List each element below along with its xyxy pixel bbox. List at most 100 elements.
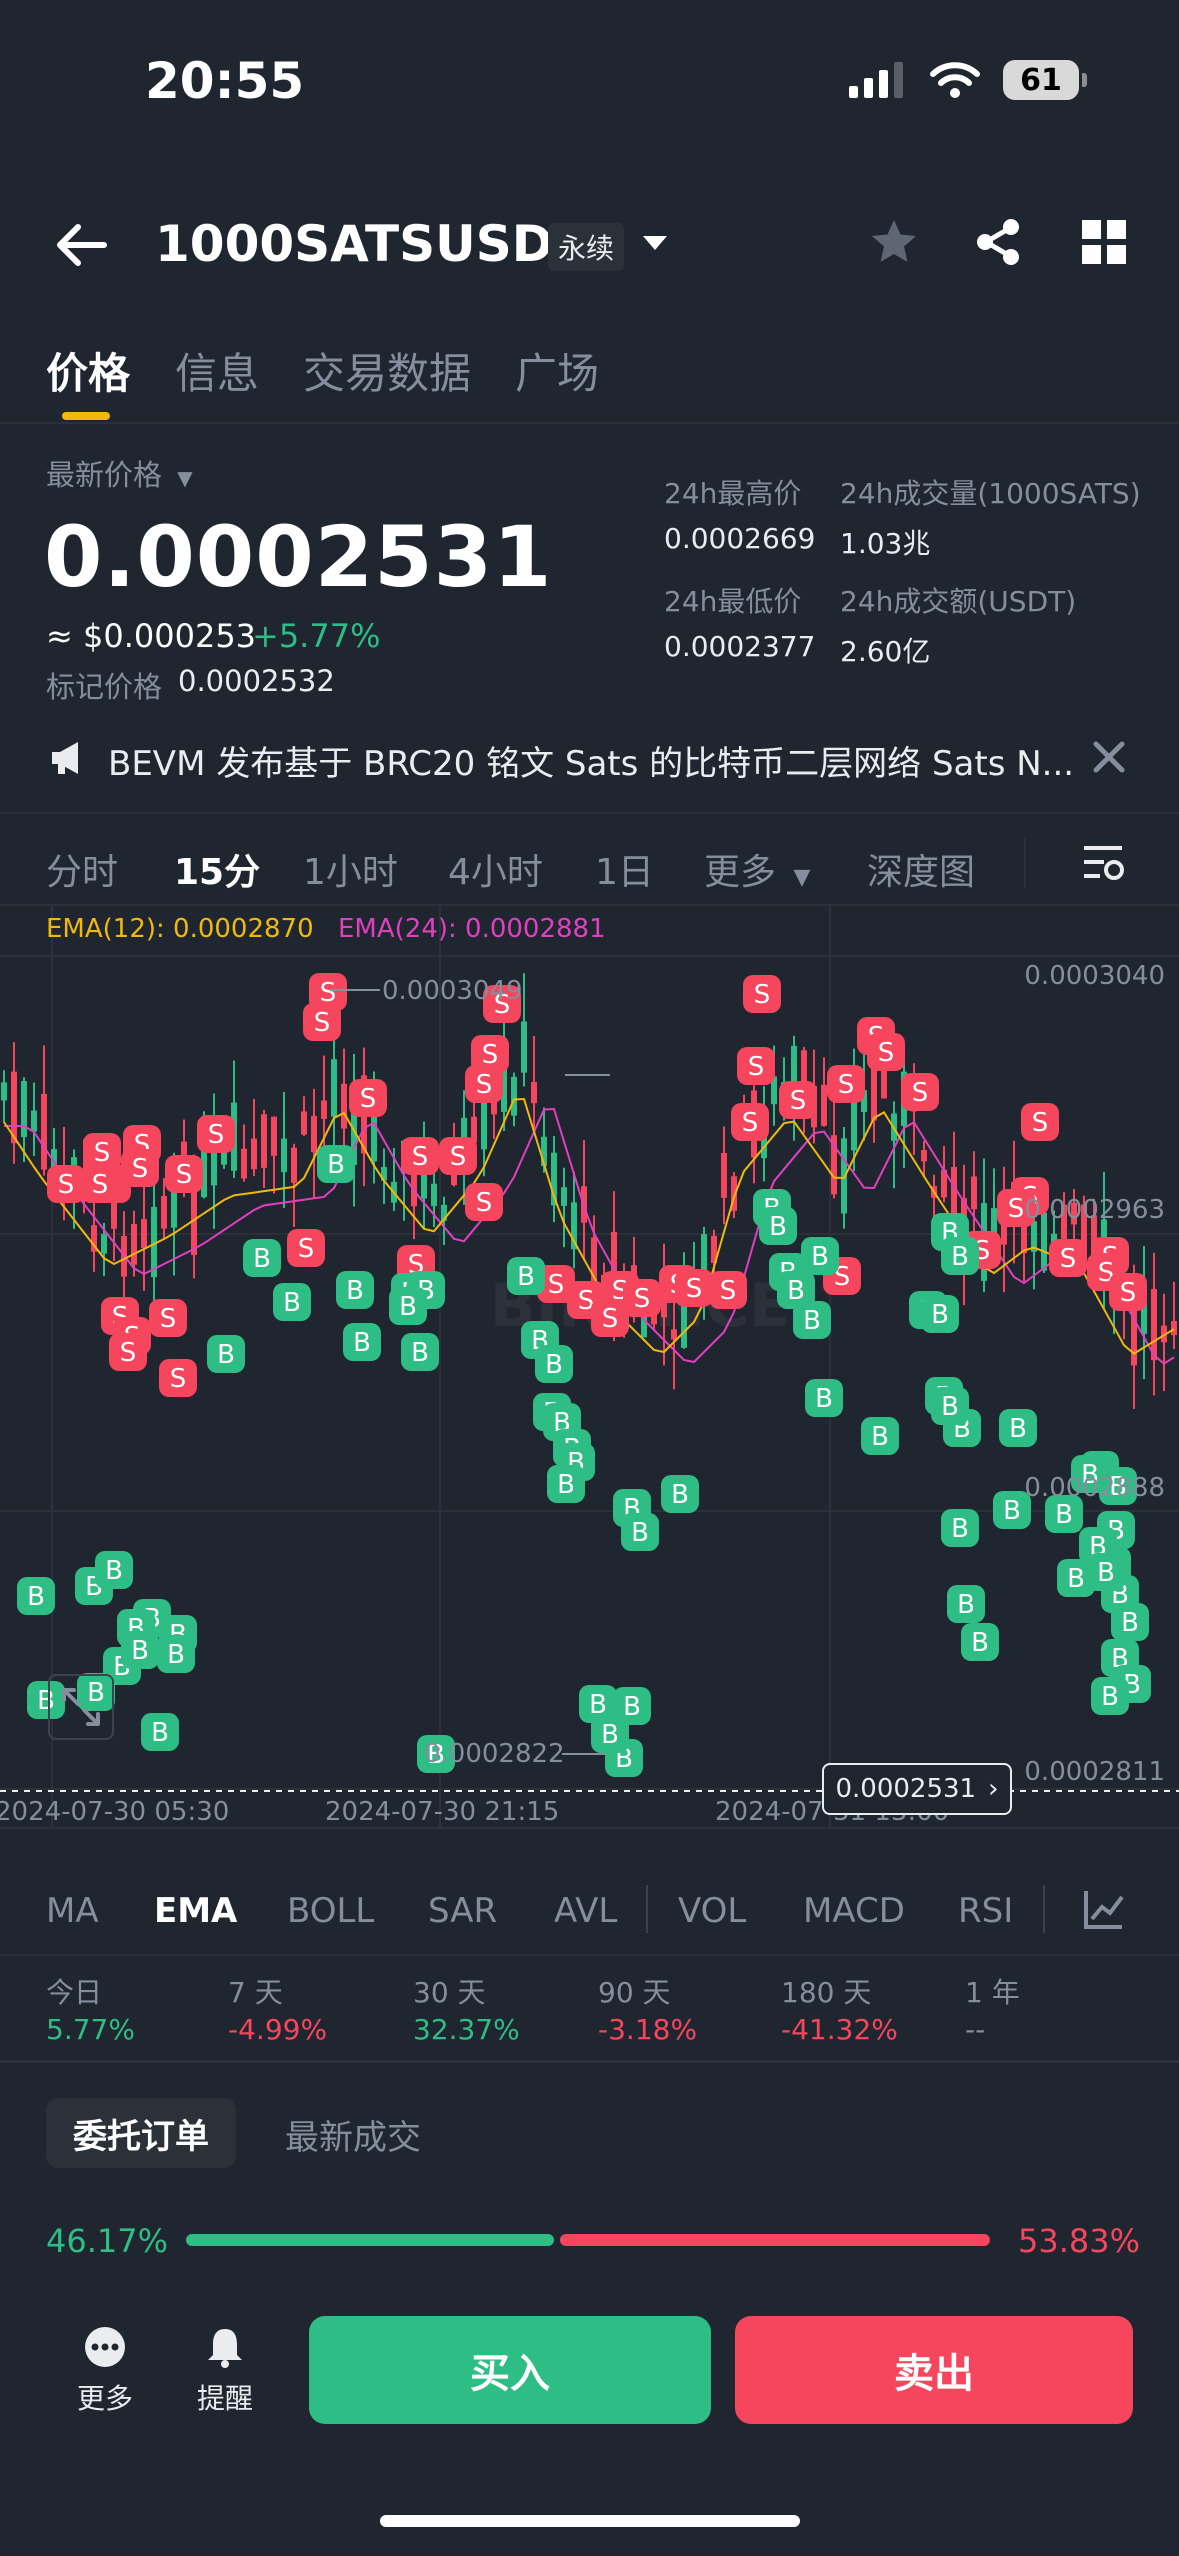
buy-marker: B: [157, 1635, 195, 1673]
expand-chart-button[interactable]: [48, 1674, 114, 1740]
buy-marker: B: [27, 1681, 65, 1719]
indicator-boll[interactable]: BOLL: [287, 1891, 375, 1931]
caret-down-icon: ▼: [793, 865, 811, 890]
sell-marker: S: [109, 1333, 147, 1371]
announcement-text[interactable]: BEVM 发布基于 BRC20 铭文 Sats 的比特币二层网络 Sats N.…: [108, 744, 1075, 784]
svg-text:B: B: [411, 1338, 429, 1368]
home-indicator: [380, 2515, 800, 2527]
interval-4h[interactable]: 4小时: [448, 852, 543, 893]
svg-text:S: S: [686, 1274, 703, 1304]
active-tab-indicator: [62, 412, 110, 420]
candle-body: [831, 1135, 837, 1195]
sell-marker: S: [401, 1137, 439, 1175]
svg-text:B: B: [941, 1392, 959, 1422]
high-price-marker: 0.0003049: [382, 976, 523, 1006]
candle-body: [351, 1085, 357, 1166]
buy-button[interactable]: 买入: [309, 2316, 711, 2424]
change-percent: +5.77%: [252, 617, 381, 655]
interval-1d[interactable]: 1日: [595, 852, 654, 893]
sell-button[interactable]: 卖出: [735, 2316, 1133, 2424]
candle-body: [151, 1206, 157, 1278]
indicator-avl[interactable]: AVL: [554, 1891, 618, 1931]
interval-depth[interactable]: 深度图: [867, 852, 976, 893]
candle-body: [331, 1059, 337, 1117]
share-icon[interactable]: [972, 216, 1024, 268]
candle-body: [921, 1150, 927, 1162]
indicator-ema[interactable]: EMA: [154, 1891, 238, 1931]
candle-body: [731, 1176, 737, 1211]
pair-title[interactable]: 1000SATSUSDT: [155, 215, 588, 273]
candle-body: [851, 1091, 857, 1151]
candle-body: [541, 1136, 547, 1167]
star-icon[interactable]: [868, 216, 920, 268]
last-price-label[interactable]: 最新价格 ▼: [46, 452, 193, 494]
price-tick: 0.0002963: [1024, 1195, 1165, 1225]
candle-body: [381, 1166, 387, 1181]
buy-marker: B: [961, 1623, 999, 1661]
close-icon[interactable]: [1090, 738, 1128, 776]
buy-marker: B: [77, 1673, 115, 1711]
interval-1h[interactable]: 1小时: [303, 852, 398, 893]
status-icons: 61: [847, 60, 1087, 100]
indicator-vol[interactable]: VOL: [678, 1891, 747, 1931]
kline-chart-svg[interactable]: BINANCE SSSSSSSSSSSSSSSSSSSSSSSSSSSSSSSS…: [0, 906, 1179, 1842]
interval-more[interactable]: 更多 ▼: [704, 843, 810, 895]
more-button[interactable]: 更多: [60, 2325, 150, 2417]
indicator-macd[interactable]: MACD: [803, 1891, 905, 1931]
tab-info[interactable]: 信息: [175, 349, 260, 398]
back-arrow-icon[interactable]: [50, 215, 110, 275]
caret-down-icon[interactable]: [640, 228, 670, 258]
kline-chart[interactable]: BINANCE SSSSSSSSSSSSSSSSSSSSSSSSSSSSSSSS…: [0, 906, 1179, 1842]
buy-marker: B: [921, 1295, 959, 1333]
grid-icon[interactable]: [1080, 218, 1128, 266]
current-price-tag[interactable]: 0.0002531 ›: [822, 1763, 1012, 1815]
candle-body: [341, 1083, 347, 1129]
perf-label: 1 年: [965, 1976, 1020, 2009]
sell-marker: S: [287, 1229, 325, 1267]
candle-body: [101, 1234, 107, 1254]
buy-marker: B: [17, 1577, 55, 1615]
svg-text:S: S: [298, 1234, 315, 1264]
sell-marker: S: [1049, 1239, 1087, 1277]
candle-body: [951, 1166, 957, 1217]
interval-15m[interactable]: 15分: [174, 852, 261, 893]
separator: [646, 1885, 648, 1933]
sell-ratio-bar: [560, 2234, 990, 2246]
indicator-ma[interactable]: MA: [46, 1891, 99, 1931]
candle-body: [241, 1148, 247, 1179]
price-tick: 0.0002811: [1024, 1757, 1165, 1787]
candle-body: [221, 1142, 227, 1165]
candle-body: [1, 1082, 7, 1101]
alert-button[interactable]: 提醒: [180, 2325, 270, 2417]
buy-marker: B: [1091, 1677, 1129, 1715]
indicator-settings-icon[interactable]: [1082, 1887, 1126, 1931]
candle-body: [441, 1204, 447, 1221]
tab-latest-trades[interactable]: 最新成交: [285, 2118, 421, 2158]
indicator-sar[interactable]: SAR: [428, 1891, 498, 1931]
svg-text:B: B: [811, 1242, 829, 1272]
buy-marker: B: [999, 1409, 1037, 1447]
candle-body: [141, 1219, 147, 1249]
tab-square[interactable]: 广场: [515, 349, 600, 398]
buy-marker: B: [95, 1551, 133, 1589]
tab-order-book[interactable]: 委托订单: [46, 2098, 236, 2168]
tab-trading-data[interactable]: 交易数据: [303, 349, 472, 398]
candle-body: [571, 1202, 577, 1250]
svg-text:B: B: [327, 1150, 345, 1180]
sell-marker: S: [83, 1133, 121, 1171]
svg-text:B: B: [631, 1518, 649, 1548]
indicator-rsi[interactable]: RSI: [958, 1891, 1014, 1931]
interval-timeline[interactable]: 分时: [46, 852, 119, 893]
tab-price[interactable]: 价格: [46, 349, 131, 398]
divider: [0, 1954, 1179, 1956]
candle-body: [721, 1153, 727, 1198]
chart-settings-icon[interactable]: [1080, 840, 1126, 886]
perf-label: 30 天: [413, 1976, 486, 2009]
svg-text:S: S: [476, 1188, 493, 1218]
candle-body: [681, 1297, 687, 1348]
sell-marker: S: [165, 1155, 203, 1193]
sell-marker: S: [465, 1183, 503, 1221]
svg-text:S: S: [912, 1078, 929, 1108]
svg-text:B: B: [623, 1692, 641, 1722]
bell-icon: [208, 2329, 242, 2368]
